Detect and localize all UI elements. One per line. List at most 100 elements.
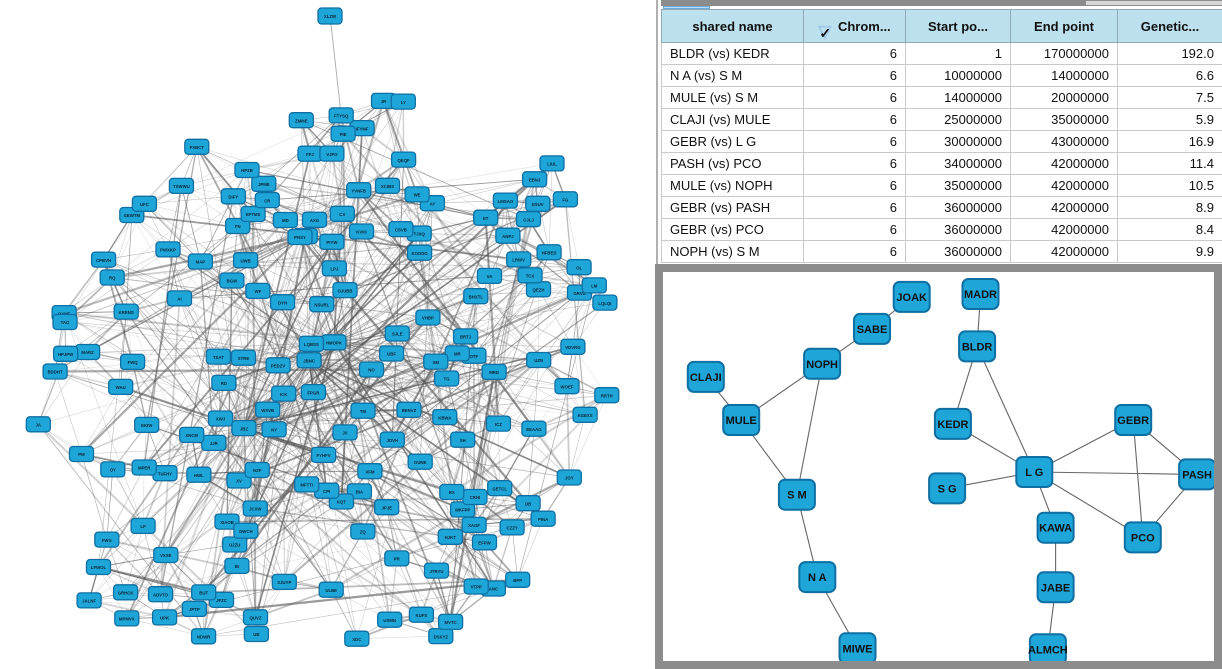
svg-text:N A: N A bbox=[808, 572, 827, 584]
svg-text:S M: S M bbox=[787, 490, 807, 502]
svg-text:PASH: PASH bbox=[1182, 469, 1212, 481]
svg-text:AY: AY bbox=[430, 201, 436, 206]
svg-text:SABE: SABE bbox=[857, 324, 888, 336]
svg-text:TJXQ: TJXQ bbox=[414, 232, 426, 237]
svg-text:OTF: OTF bbox=[470, 354, 479, 359]
svg-text:VTPP: VTPP bbox=[471, 585, 482, 590]
svg-text:RRTH: RRTH bbox=[601, 393, 613, 398]
svg-text:EKIW: EKIW bbox=[141, 423, 153, 428]
svg-text:PM: PM bbox=[78, 452, 85, 457]
svg-text:OUNE: OUNE bbox=[414, 460, 427, 465]
svg-text:ZQ: ZQ bbox=[360, 530, 367, 535]
svg-text:KAWA: KAWA bbox=[1039, 523, 1072, 535]
svg-text:FTYSQ: FTYSQ bbox=[334, 114, 349, 119]
svg-text:BPP: BPP bbox=[513, 578, 522, 583]
svg-text:WF: WF bbox=[255, 289, 262, 294]
svg-text:WAU: WAU bbox=[116, 385, 126, 390]
svg-text:LMSAO: LMSAO bbox=[498, 199, 514, 204]
svg-text:HJKT: HJKT bbox=[445, 535, 457, 540]
svg-text:FWQ: FWQ bbox=[128, 360, 139, 365]
svg-text:EFTMS: EFTMS bbox=[246, 212, 261, 217]
svg-text:KOODG: KOODG bbox=[411, 251, 428, 256]
svg-text:BENVZ: BENVZ bbox=[402, 408, 417, 413]
svg-text:NOPH: NOPH bbox=[806, 359, 838, 371]
svg-text:HFBED: HFBED bbox=[542, 251, 557, 256]
svg-text:BGW: BGW bbox=[227, 279, 238, 284]
svg-text:QEQF: QEQF bbox=[398, 158, 411, 163]
svg-text:EBNJ: EBNJ bbox=[529, 178, 541, 183]
svg-text:KEDR: KEDR bbox=[937, 419, 968, 431]
svg-text:PIE: PIE bbox=[340, 132, 347, 137]
svg-text:WOEF: WOEF bbox=[561, 384, 574, 389]
svg-text:CPI: CPI bbox=[323, 489, 330, 494]
svg-text:XIAOB: XIAOB bbox=[220, 520, 234, 525]
svg-text:PCO: PCO bbox=[1131, 532, 1155, 544]
svg-text:LPJ: LPJ bbox=[330, 267, 338, 272]
svg-text:UZN: UZN bbox=[534, 358, 543, 363]
svg-text:RX: RX bbox=[449, 490, 455, 495]
svg-text:KBWA: KBWA bbox=[438, 415, 451, 420]
svg-text:LM: LM bbox=[591, 284, 598, 289]
svg-text:XNCM: XNCM bbox=[185, 433, 198, 438]
svg-text:S G: S G bbox=[938, 483, 957, 495]
svg-text:VJFO: VJFO bbox=[326, 152, 338, 157]
svg-text:UPK: UPK bbox=[160, 616, 170, 621]
svg-text:ICK: ICK bbox=[280, 392, 288, 397]
svg-text:TSWWU: TSWWU bbox=[173, 184, 190, 189]
svg-text:USMN: USMN bbox=[383, 618, 396, 623]
svg-text:AXG: AXG bbox=[310, 218, 320, 223]
svg-text:BRTJ: BRTJ bbox=[460, 335, 472, 340]
svg-text:IFYMF: IFYMF bbox=[356, 126, 369, 131]
svg-text:XDC: XDC bbox=[352, 637, 361, 642]
svg-text:MFTTI: MFTTI bbox=[300, 483, 313, 488]
svg-text:SH: SH bbox=[460, 438, 466, 443]
svg-text:JABE: JABE bbox=[1041, 582, 1070, 594]
svg-text:XV: XV bbox=[236, 479, 242, 484]
svg-text:NZF: NZF bbox=[253, 468, 262, 473]
svg-text:MARZ: MARZ bbox=[81, 350, 94, 355]
svg-text:GEBR: GEBR bbox=[1117, 415, 1149, 427]
svg-text:WE: WE bbox=[414, 193, 421, 198]
svg-text:UJZU: UJZU bbox=[229, 543, 240, 548]
svg-text:JOVH: JOVH bbox=[386, 438, 398, 443]
svg-text:PR: PR bbox=[394, 557, 401, 562]
svg-text:RD: RD bbox=[221, 381, 227, 386]
svg-text:TM: TM bbox=[360, 409, 367, 414]
svg-text:VHBP: VHBP bbox=[422, 316, 434, 321]
svg-text:JBZ: JBZ bbox=[240, 426, 248, 431]
svg-text:MADR: MADR bbox=[964, 289, 997, 301]
svg-text:NY: NY bbox=[271, 428, 277, 433]
svg-text:PEDZV: PEDZV bbox=[271, 364, 285, 369]
svg-text:CPBVH: CPBVH bbox=[96, 258, 111, 263]
svg-text:FYHFV: FYHFV bbox=[317, 453, 331, 458]
svg-text:HPJPW: HPJPW bbox=[58, 352, 74, 357]
svg-text:NSURL: NSURL bbox=[314, 302, 329, 307]
svg-text:ULBE: ULBE bbox=[325, 588, 337, 593]
svg-text:MPMVX: MPMVX bbox=[119, 617, 135, 622]
svg-text:BHXTL: BHXTL bbox=[469, 294, 484, 299]
svg-text:TSAT: TSAT bbox=[213, 355, 224, 360]
svg-text:JPTP: JPTP bbox=[189, 607, 200, 612]
svg-text:HPZB: HPZB bbox=[241, 168, 253, 173]
svg-text:LP: LP bbox=[140, 524, 146, 529]
svg-text:VDVRG: VDVRG bbox=[565, 345, 581, 350]
svg-text:QUVZ: QUVZ bbox=[250, 616, 262, 621]
svg-text:SJLE: SJLE bbox=[392, 332, 403, 337]
svg-text:DSXYZ: DSXYZ bbox=[434, 634, 449, 639]
svg-text:LFWOL: LFWOL bbox=[91, 565, 107, 570]
svg-text:UBF: UBF bbox=[387, 352, 396, 357]
svg-text:JJR: JJR bbox=[210, 441, 219, 446]
svg-text:JR: JR bbox=[381, 99, 387, 104]
svg-text:ADVTO: ADVTO bbox=[153, 592, 169, 597]
svg-text:FG: FG bbox=[562, 198, 569, 203]
svg-text:NO: NO bbox=[368, 368, 375, 373]
svg-text:KRENS: KRENS bbox=[119, 310, 134, 315]
svg-text:BLDR: BLDR bbox=[962, 341, 993, 353]
svg-text:FFJ: FFJ bbox=[306, 152, 314, 157]
svg-text:XLZW: XLZW bbox=[324, 14, 337, 19]
svg-text:JCXW: JCXW bbox=[249, 507, 262, 512]
svg-text:NDWR: NDWR bbox=[197, 635, 211, 640]
svg-text:MPER: MPER bbox=[138, 466, 151, 471]
svg-text:JPJE: JPJE bbox=[381, 505, 392, 510]
svg-text:MIWE: MIWE bbox=[843, 643, 873, 655]
